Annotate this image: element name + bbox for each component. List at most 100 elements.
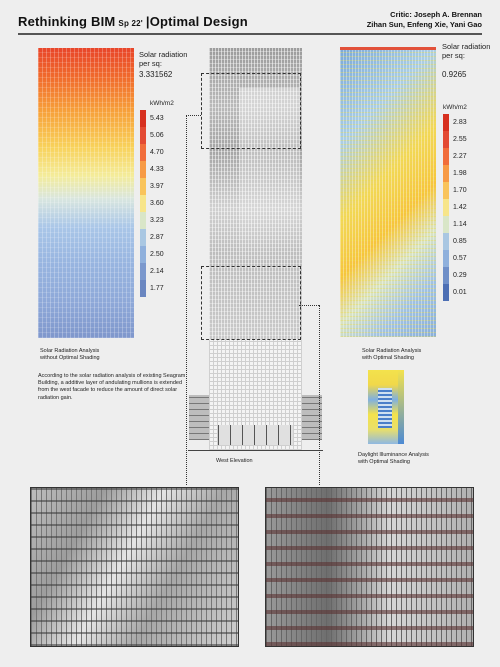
team-text: Zihan Sun, Enfeng Xie, Yani Gao bbox=[366, 20, 482, 29]
left-caption: Solar Radiation Analysis without Optimal… bbox=[40, 348, 100, 362]
right-legend-swatch bbox=[443, 267, 449, 284]
left-legend-swatch bbox=[140, 246, 146, 263]
left-legend-swatch bbox=[140, 161, 146, 178]
right-legend-tick: 1.70 bbox=[453, 187, 467, 194]
poster-title: Rethinking BIM Sp 22' |Optimal Design bbox=[18, 14, 248, 29]
right-legend-swatch bbox=[443, 250, 449, 267]
credits: Critic: Joseph A. Brennan Zihan Sun, Enf… bbox=[367, 10, 482, 30]
daylight-caption: Daylight Illuminance Analysis with Optim… bbox=[358, 452, 429, 466]
right-legend-swatch bbox=[443, 165, 449, 182]
left-legend: kWh/m2 5.43 5.06 4.70 4.33 3.97 3.60 3.23 2.87 2… bbox=[140, 100, 180, 320]
left-legend-swatch bbox=[140, 280, 146, 297]
left-legend-tick: 2.87 bbox=[150, 234, 164, 241]
right-legend: kWh/m2 2.83 2.55 2.27 1.98 1.70 1.42 1.14 0.85 0… bbox=[443, 104, 483, 324]
left-radiation-label: Solar radiation per sq: bbox=[139, 50, 187, 68]
title-text: Rethinking BIM bbox=[18, 14, 116, 29]
right-legend-tick: 0.85 bbox=[453, 238, 467, 245]
left-legend-tick: 3.97 bbox=[150, 183, 164, 190]
right-legend-tick: 2.55 bbox=[453, 136, 467, 143]
right-legend-tick: 1.42 bbox=[453, 204, 467, 211]
elevation-caption: West Elevation bbox=[216, 458, 253, 464]
heatmap-top-edge bbox=[340, 47, 436, 50]
left-radiation-label-line2: per sq: bbox=[139, 59, 162, 68]
heatmap-without-shading bbox=[38, 48, 134, 338]
left-annex bbox=[189, 395, 209, 440]
heatmap-with-shading bbox=[340, 47, 436, 337]
right-legend-tick: 2.83 bbox=[453, 119, 467, 126]
right-legend-tick: 0.57 bbox=[453, 255, 467, 262]
right-caption: Solar Radiation Analysis with Optimal Sh… bbox=[362, 348, 421, 362]
right-legend-swatch bbox=[443, 114, 449, 131]
daylight-legend bbox=[398, 370, 404, 444]
left-caption-line2: without Optimal Shading bbox=[40, 355, 100, 361]
daylight-caption-line1: Daylight Illuminance Analysis bbox=[358, 452, 429, 458]
left-legend-tick: 2.50 bbox=[150, 251, 164, 258]
left-legend-swatch bbox=[140, 127, 146, 144]
right-caption-line2: with Optimal Shading bbox=[362, 355, 414, 361]
detail-rendering-lower bbox=[265, 487, 474, 647]
right-legend-swatch bbox=[443, 233, 449, 250]
right-annex bbox=[302, 395, 322, 440]
right-legend-swatch bbox=[443, 284, 449, 301]
left-legend-tick: 5.06 bbox=[150, 132, 164, 139]
left-legend-tick: 1.77 bbox=[150, 285, 164, 292]
right-legend-swatch bbox=[443, 216, 449, 233]
ground-line bbox=[188, 450, 323, 451]
left-legend-swatch bbox=[140, 263, 146, 280]
left-legend-swatch bbox=[140, 110, 146, 127]
right-legend-ticks: 2.83 2.55 2.27 1.98 1.70 1.42 1.14 0.85 0.57 0.29… bbox=[453, 114, 467, 301]
detail-rendering-upper bbox=[30, 487, 239, 647]
left-legend-swatch bbox=[140, 144, 146, 161]
right-legend-swatches bbox=[443, 114, 449, 301]
left-radiation-label-line1: Solar radiation bbox=[139, 50, 188, 59]
critic-text: Critic: Joseph A. Brennan bbox=[390, 10, 482, 19]
left-legend-swatch bbox=[140, 178, 146, 195]
right-legend-swatch bbox=[443, 182, 449, 199]
left-radiation-value: 3.331562 bbox=[139, 70, 173, 79]
daylight-caption-line2: with Optimal Shading bbox=[358, 459, 410, 465]
left-legend-tick: 2.14 bbox=[150, 268, 164, 275]
right-radiation-label-line1: Solar radiation bbox=[442, 42, 491, 51]
right-legend-tick: 0.29 bbox=[453, 272, 467, 279]
right-legend-tick: 1.98 bbox=[453, 170, 467, 177]
title-separator: | bbox=[145, 14, 150, 29]
semester-text: Sp 22' bbox=[118, 19, 143, 28]
left-legend-ticks: 5.43 5.06 4.70 4.33 3.97 3.60 3.23 2.87 2.50 2.14… bbox=[150, 110, 164, 297]
left-caption-line1: Solar Radiation Analysis bbox=[40, 348, 100, 354]
podium bbox=[218, 425, 293, 445]
left-legend-tick: 4.70 bbox=[150, 149, 164, 156]
lower-leader-v bbox=[319, 305, 320, 485]
upper-leader-h bbox=[186, 115, 201, 116]
upper-leader-v bbox=[186, 115, 187, 485]
right-radiation-label-line2: per sq: bbox=[442, 51, 465, 60]
left-legend-tick: 3.23 bbox=[150, 217, 164, 224]
upper-callout-box bbox=[201, 73, 301, 149]
right-legend-tick: 2.27 bbox=[453, 153, 467, 160]
left-legend-unit: kWh/m2 bbox=[150, 100, 174, 107]
right-radiation-value: 0.9265 bbox=[442, 70, 467, 79]
left-legend-swatch bbox=[140, 229, 146, 246]
header-rule bbox=[18, 33, 482, 35]
daylight-illuminance-map bbox=[368, 370, 398, 444]
left-legend-swatch bbox=[140, 212, 146, 229]
right-radiation-label: Solar radiation per sq: bbox=[442, 42, 490, 60]
subtitle-text: Optimal Design bbox=[149, 14, 248, 29]
right-legend-tick: 0.01 bbox=[453, 289, 467, 296]
tower-shading bbox=[239, 88, 299, 258]
right-legend-swatch bbox=[443, 131, 449, 148]
left-legend-swatches bbox=[140, 110, 146, 297]
lower-leader-h bbox=[299, 305, 319, 306]
right-legend-unit: kWh/m2 bbox=[443, 104, 467, 111]
tower-elevation bbox=[209, 48, 302, 340]
right-legend-tick: 1.14 bbox=[453, 221, 467, 228]
left-legend-tick: 3.60 bbox=[150, 200, 164, 207]
left-legend-swatch bbox=[140, 195, 146, 212]
left-legend-tick: 5.43 bbox=[150, 115, 164, 122]
lower-callout-box bbox=[201, 266, 301, 340]
description-text: According to the solar radiation analysi… bbox=[38, 373, 186, 401]
daylight-column bbox=[378, 388, 392, 428]
right-legend-swatch bbox=[443, 199, 449, 216]
left-legend-tick: 4.33 bbox=[150, 166, 164, 173]
right-caption-line1: Solar Radiation Analysis bbox=[362, 348, 422, 354]
